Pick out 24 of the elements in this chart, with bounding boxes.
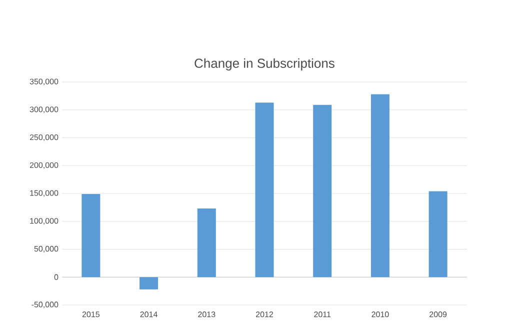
bar: [82, 194, 100, 278]
y-tick-label: 250,000: [30, 134, 58, 142]
y-tick-label: 300,000: [30, 106, 58, 114]
bar: [313, 104, 332, 278]
y-tick-label: 350,000: [30, 78, 58, 86]
x-tick-label: 2012: [256, 312, 273, 318]
bar: [370, 94, 390, 278]
y-tick-label: 150,000: [30, 190, 58, 197]
x-tick-label: 2015: [82, 312, 100, 318]
bar: [197, 208, 216, 278]
x-tick-label: 2011: [314, 312, 331, 318]
y-tick-label: 0: [54, 274, 58, 280]
x-tick-label: 2013: [198, 312, 216, 318]
x-tick-label: 2014: [140, 312, 158, 318]
bar: [428, 191, 448, 278]
y-tick-label: -50,000: [32, 302, 58, 308]
chart-title: Change in Subscriptions: [194, 58, 334, 70]
y-tick-label: 100,000: [30, 218, 58, 225]
x-tick-label: 2010: [372, 312, 389, 318]
bar: [255, 102, 274, 278]
x-tick-label: 2009: [430, 312, 447, 318]
y-tick-label: 200,000: [30, 162, 58, 169]
y-tick-label: 50,000: [34, 246, 58, 253]
bar: [140, 277, 158, 290]
